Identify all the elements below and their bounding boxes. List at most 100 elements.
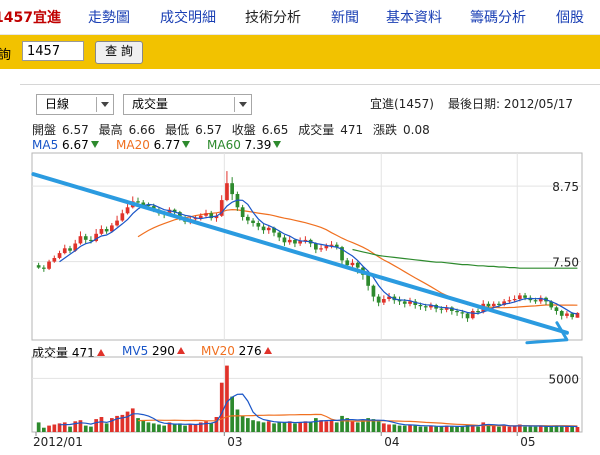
- stock-title[interactable]: 1457宜進: [0, 10, 61, 26]
- volume-bar: [314, 418, 318, 432]
- volume-bar: [266, 421, 271, 432]
- candle-body: [455, 311, 459, 313]
- volume-bar: [340, 415, 344, 432]
- mv5-value: 290: [152, 344, 175, 358]
- candle-body: [324, 245, 329, 249]
- candle-body: [193, 218, 198, 220]
- volume-bar: [486, 424, 491, 432]
- x-tick-label: 04: [384, 435, 399, 449]
- indicator-select[interactable]: 成交量: [123, 94, 252, 115]
- volume-bar: [533, 426, 538, 432]
- open-value: 6.57: [62, 123, 89, 137]
- candle-body: [570, 313, 574, 318]
- candle-body: [355, 262, 360, 268]
- candle-body: [298, 241, 302, 244]
- volume-bar: [345, 418, 350, 432]
- volume-bar: [251, 420, 255, 432]
- volume-bar: [371, 419, 376, 432]
- candle-body: [261, 226, 266, 231]
- candle-body: [287, 239, 292, 243]
- volume-bar: [444, 425, 449, 432]
- candle-body: [115, 220, 119, 226]
- low-label: 最低: [165, 123, 190, 137]
- period-select[interactable]: 日線: [36, 94, 114, 115]
- volume-bar: [204, 421, 208, 432]
- nav-stock[interactable]: 個股: [556, 10, 584, 26]
- ma60-legend: MA60 7.39: [207, 138, 282, 152]
- nav-trend[interactable]: 走勢圖: [88, 10, 130, 26]
- candle-body: [99, 229, 104, 234]
- open-label: 開盤: [32, 123, 57, 137]
- volume-bar: [104, 423, 109, 432]
- volume-bar: [460, 426, 465, 432]
- nav-trades[interactable]: 成交明細: [160, 10, 216, 26]
- candle-body: [104, 229, 109, 232]
- mv5-label: MV5: [122, 344, 149, 358]
- volume-bar: [554, 425, 559, 432]
- ma60-value: 7.39: [244, 138, 272, 152]
- volume-bar: [68, 426, 72, 432]
- volume-bar: [193, 424, 198, 432]
- volume-bar: [387, 424, 391, 432]
- volume-bar: [125, 411, 130, 432]
- volume-bar: [230, 396, 234, 432]
- volume-bar: [355, 422, 360, 432]
- top-nav: 1457宜進 走勢圖 成交明細 技術分析 新聞 基本資料 籌碼分析 個股: [0, 0, 600, 35]
- volume-bar: [507, 426, 512, 432]
- candle-body: [523, 295, 527, 298]
- candle-body: [408, 301, 412, 304]
- volume-bar: [450, 426, 454, 432]
- volume-bar: [423, 426, 428, 432]
- ma20-legend: MA20 6.77: [116, 138, 191, 152]
- candle-body: [460, 312, 465, 314]
- candle-body: [371, 285, 376, 297]
- volume-bar: [42, 427, 46, 432]
- volume-bar: [178, 423, 182, 432]
- candle-body: [497, 303, 501, 305]
- volume-bar: [408, 424, 412, 432]
- volume-bar: [491, 425, 496, 432]
- nav-news[interactable]: 新聞: [331, 10, 359, 26]
- volume-bar: [523, 426, 527, 432]
- nav-chips[interactable]: 籌碼分析: [470, 10, 526, 26]
- candle-body: [277, 232, 282, 238]
- indicator-select-value: 成交量: [132, 97, 169, 111]
- price-plot-frame: [31, 152, 583, 341]
- volume-bar: [439, 426, 444, 432]
- volume-bar: [235, 409, 240, 432]
- candle-body: [465, 313, 470, 319]
- candle-body: [476, 311, 480, 313]
- volume-bar: [544, 426, 548, 432]
- candle-body: [382, 299, 386, 303]
- ohlc-row: 開盤 6.57 最高 6.66 最低 6.57 收盤 6.65 成交量 471 漲跌 0.0…: [32, 121, 436, 138]
- candle-body: [251, 220, 255, 223]
- candle-body: [272, 227, 276, 233]
- candle-body: [518, 295, 522, 299]
- volume-bar: [397, 425, 402, 432]
- candle-body: [423, 306, 428, 308]
- volume-bar: [293, 423, 297, 432]
- mv20-line: [137, 413, 578, 427]
- candle-body: [345, 260, 350, 266]
- volume-bar: [303, 421, 308, 432]
- volume-bar: [73, 421, 78, 432]
- candle-body: [512, 299, 517, 301]
- search-button[interactable]: 查 詢: [95, 41, 143, 64]
- candle-body: [172, 209, 177, 213]
- nav-technical[interactable]: 技術分析: [245, 10, 301, 26]
- x-tick-label: 2012/01: [33, 435, 83, 449]
- ma20-label: MA20: [116, 138, 150, 152]
- stock-code-input[interactable]: [22, 41, 84, 61]
- candle-body: [329, 244, 334, 246]
- nav-basic[interactable]: 基本資料: [386, 10, 442, 26]
- candle-body: [439, 308, 444, 310]
- volume-label: 成交量: [298, 123, 335, 137]
- volume-bar: [136, 418, 140, 432]
- volume-bar: [36, 422, 41, 432]
- candle-body: [89, 239, 93, 242]
- candle-body: [507, 300, 512, 302]
- volume-bar: [465, 424, 470, 432]
- volume-bar: [287, 421, 292, 432]
- candle-body: [42, 267, 46, 269]
- volume-bar: [188, 424, 193, 432]
